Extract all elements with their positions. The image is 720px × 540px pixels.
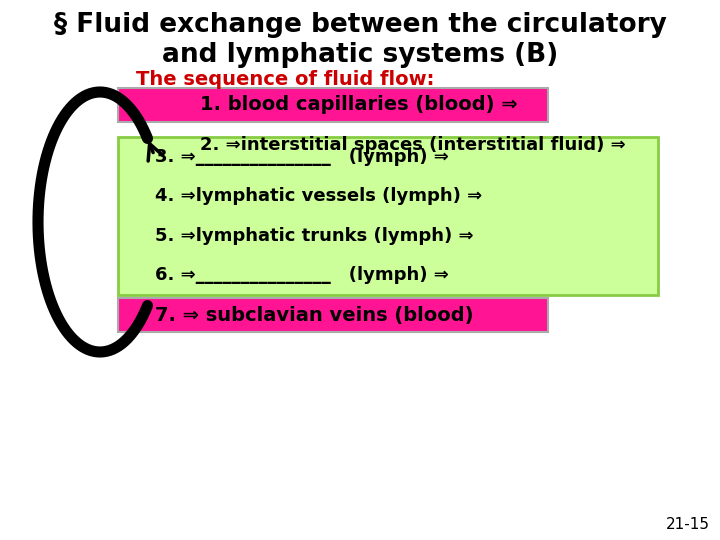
- Text: 7. ⇒ subclavian veins (blood): 7. ⇒ subclavian veins (blood): [155, 306, 474, 325]
- FancyBboxPatch shape: [118, 298, 548, 332]
- Text: The sequence of fluid flow:: The sequence of fluid flow:: [136, 70, 434, 89]
- Text: 6. ⇒_______________ (lymph) ⇒: 6. ⇒_______________ (lymph) ⇒: [155, 266, 449, 284]
- FancyBboxPatch shape: [118, 137, 658, 295]
- Text: 5. ⇒lymphatic trunks (lymph) ⇒: 5. ⇒lymphatic trunks (lymph) ⇒: [155, 227, 474, 245]
- Text: and lymphatic systems (B): and lymphatic systems (B): [162, 42, 558, 68]
- FancyBboxPatch shape: [118, 88, 548, 122]
- Text: 4. ⇒lymphatic vessels (lymph) ⇒: 4. ⇒lymphatic vessels (lymph) ⇒: [155, 187, 482, 205]
- Text: 21-15: 21-15: [666, 517, 710, 532]
- Text: 3. ⇒_______________ (lymph) ⇒: 3. ⇒_______________ (lymph) ⇒: [155, 148, 449, 166]
- Text: § Fluid exchange between the circulatory: § Fluid exchange between the circulatory: [53, 12, 667, 38]
- Text: 2. ⇒interstitial spaces (interstitial fluid) ⇒: 2. ⇒interstitial spaces (interstitial fl…: [200, 136, 626, 154]
- Text: 1. blood capillaries (blood) ⇒: 1. blood capillaries (blood) ⇒: [200, 96, 518, 114]
